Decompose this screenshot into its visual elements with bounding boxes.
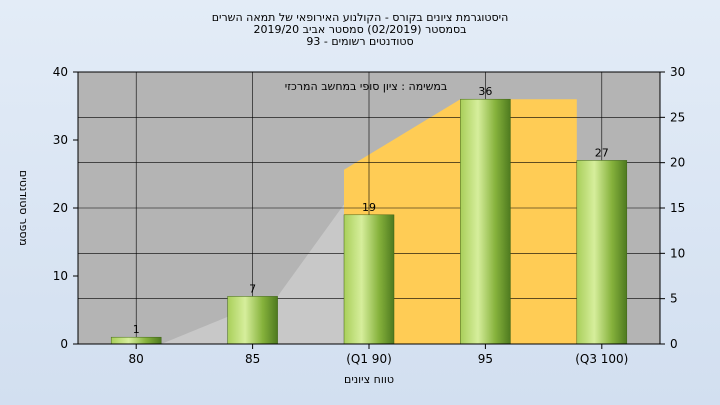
title-line-3: סטודנטים רשומים - 93	[306, 35, 414, 48]
title-line-1: היסטוגרמת ציונים בקורס - הקולנוע האירופא…	[211, 11, 509, 24]
y-tick-label: 10	[53, 269, 68, 283]
y-axis-label: מספר סטודנטים	[17, 170, 30, 246]
data-label: 36	[478, 85, 492, 98]
y2-tick-label: 30	[670, 65, 685, 79]
chart-subtitle: במשימה : ציון סופי במחשב המרכזי	[285, 80, 448, 93]
data-label: 1	[133, 323, 140, 336]
bar	[110, 336, 162, 345]
y2-tick-label: 10	[670, 246, 685, 260]
y2-tick-label: 20	[670, 156, 685, 170]
x-axis-label: טווח ציונים	[344, 373, 394, 386]
y2-tick-label: 0	[670, 337, 678, 351]
data-label: 7	[249, 282, 256, 295]
y2-tick-label: 15	[670, 201, 685, 215]
title-line-2: בסמסטר (02/2019) סמסטר אביב 2019/20	[253, 23, 467, 36]
x-tick-label: 80	[129, 352, 144, 366]
y-tick-label: 0	[60, 337, 68, 351]
y-tick-label: 30	[53, 133, 68, 147]
bar	[576, 160, 628, 345]
bar	[460, 98, 511, 345]
y2-tick-label: 5	[670, 292, 678, 306]
x-tick-label: 85	[245, 352, 260, 366]
y-tick-label: 20	[53, 201, 68, 215]
data-label: 19	[362, 201, 376, 214]
chart-title: היסטוגרמת ציונים בקורס - הקולנוע האירופא…	[160, 12, 560, 48]
x-tick-label: (Q3 100)	[575, 352, 628, 366]
y-tick-label: 40	[53, 65, 68, 79]
data-label: 27	[595, 146, 609, 159]
bar	[227, 296, 278, 345]
y2-tick-label: 25	[670, 110, 685, 124]
x-tick-label: (Q1 90)	[346, 352, 392, 366]
bar	[343, 214, 395, 345]
x-tick-label: 95	[478, 352, 493, 366]
